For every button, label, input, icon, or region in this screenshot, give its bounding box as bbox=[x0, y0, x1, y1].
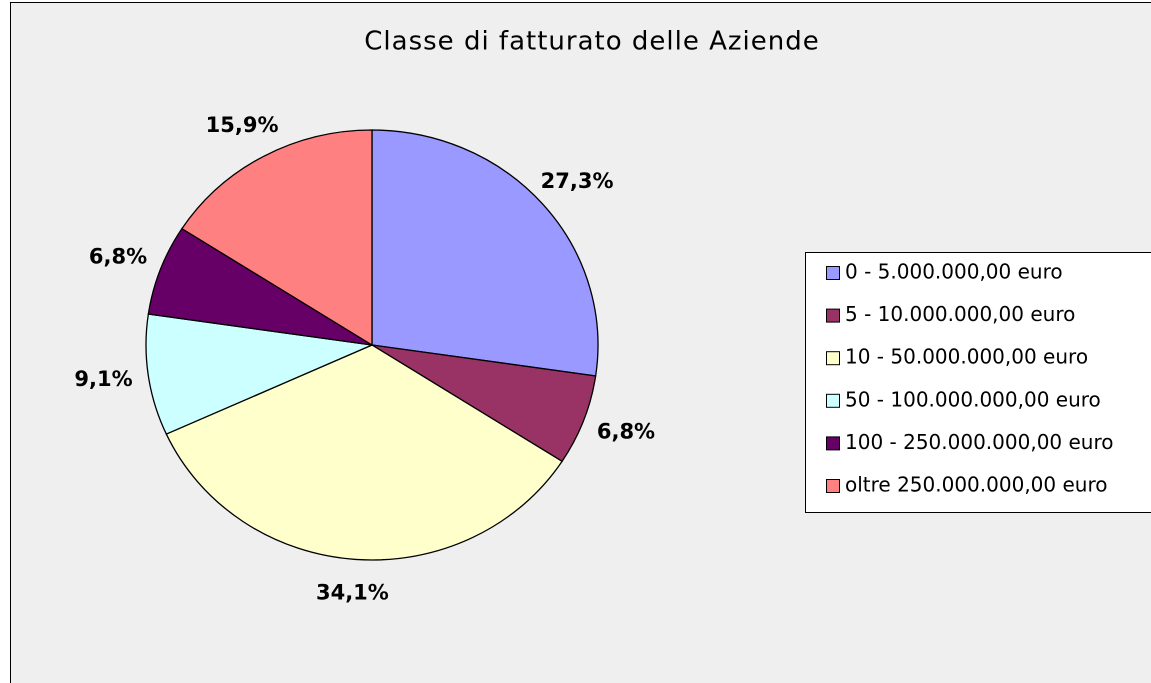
legend-swatch bbox=[826, 351, 840, 366]
pie-slice bbox=[181, 129, 373, 347]
legend-swatch bbox=[826, 479, 840, 493]
legend-label: 0 - 5.000.000,00 euro bbox=[845, 260, 1063, 284]
data-label: 34,1% bbox=[316, 581, 389, 605]
legend-swatch bbox=[826, 436, 840, 451]
chart-title: Classe di fatturato delle Aziende bbox=[364, 27, 819, 57]
legend-box bbox=[805, 252, 1151, 513]
data-label: 6,8% bbox=[597, 419, 655, 443]
data-label: 9,1% bbox=[74, 367, 132, 391]
data-label: 6,8% bbox=[89, 245, 147, 269]
legend-label: 50 - 100.000.000,00 euro bbox=[845, 387, 1101, 411]
legend-swatch bbox=[826, 393, 840, 408]
pie-slice bbox=[165, 344, 563, 561]
pie-slice bbox=[371, 129, 599, 377]
legend-label: 100 - 250.000.000,00 euro bbox=[845, 430, 1114, 454]
legend-label: 10 - 50.000.000,00 euro bbox=[845, 345, 1088, 369]
pie-slice bbox=[145, 313, 375, 435]
legend-swatch bbox=[826, 266, 840, 280]
data-label: 27,3% bbox=[541, 169, 614, 193]
data-label: 15,9% bbox=[206, 113, 279, 137]
legend-label: 5 - 10.000.000,00 euro bbox=[845, 302, 1075, 326]
legend-swatch bbox=[826, 308, 840, 323]
legend-label: oltre 250.000.000,00 euro bbox=[845, 473, 1107, 497]
